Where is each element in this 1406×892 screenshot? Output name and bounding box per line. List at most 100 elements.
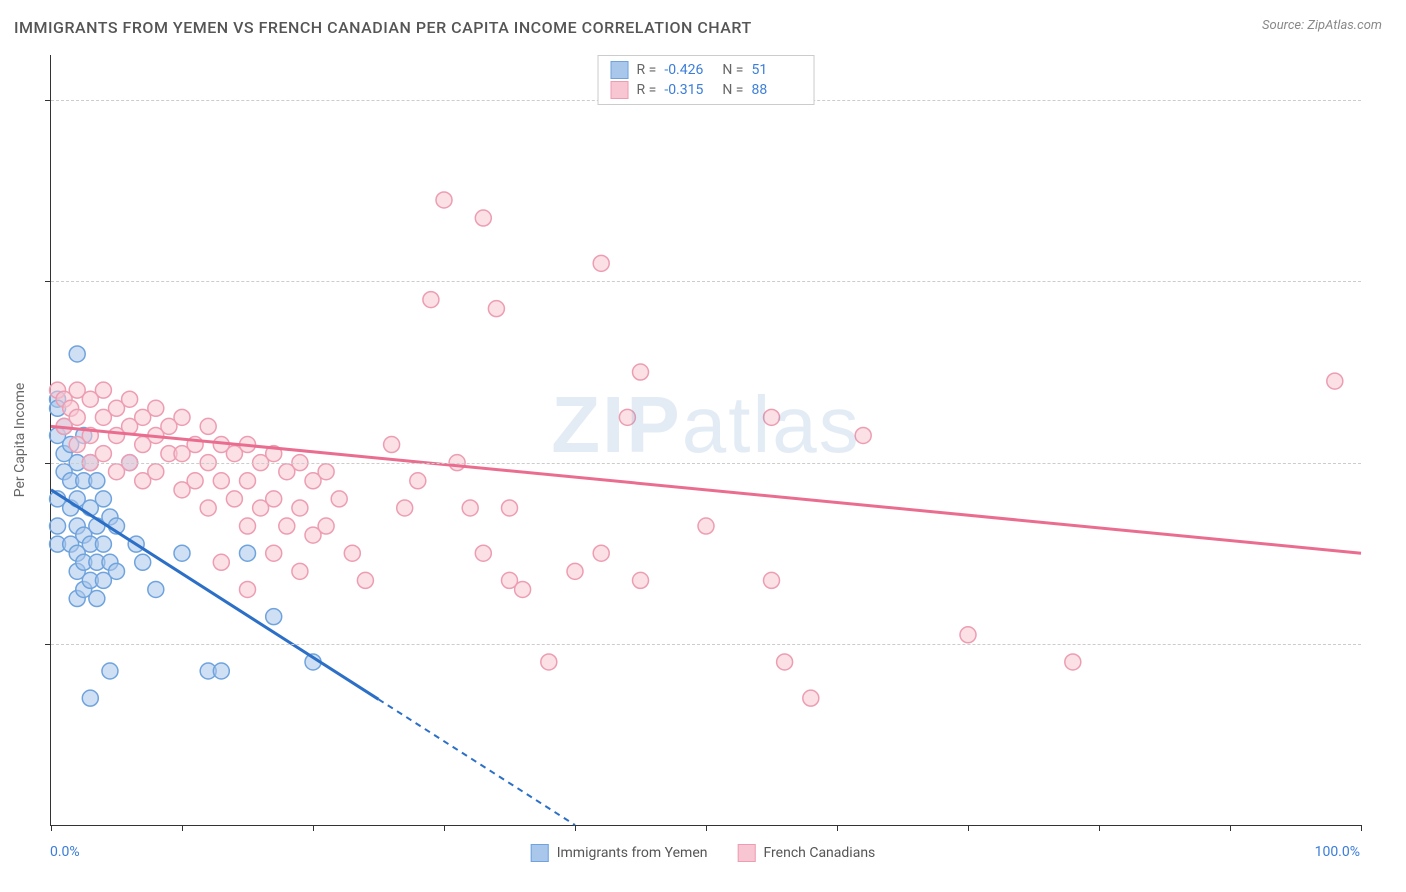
data-point: [960, 627, 976, 643]
data-point: [633, 364, 649, 380]
series-legend: Immigrants from Yemen French Canadians: [531, 844, 876, 862]
data-point: [344, 545, 360, 561]
data-point: [475, 545, 491, 561]
x-axis-min-label: 0.0%: [50, 844, 80, 860]
data-point: [95, 446, 111, 462]
data-point: [109, 563, 125, 579]
stats-legend-row: R = -0.426 N = 51: [611, 60, 802, 80]
legend-item: Immigrants from Yemen: [531, 844, 708, 862]
x-tick-mark: [1099, 825, 1100, 831]
data-point: [410, 473, 426, 489]
data-point: [777, 654, 793, 670]
data-point: [619, 409, 635, 425]
x-tick-mark: [51, 825, 52, 831]
x-tick-mark: [837, 825, 838, 831]
x-tick-mark: [182, 825, 183, 831]
data-point: [357, 572, 373, 588]
y-axis-label-container: Per Capita Income: [10, 55, 30, 825]
data-point: [200, 418, 216, 434]
data-point: [698, 518, 714, 534]
n-value: 88: [751, 82, 801, 98]
data-point: [764, 409, 780, 425]
data-point: [541, 654, 557, 670]
source-label: Source: ZipAtlas.com: [1262, 18, 1382, 33]
data-point: [213, 663, 229, 679]
data-point: [279, 518, 295, 534]
data-point: [488, 301, 504, 317]
y-tick-mark: [45, 644, 51, 645]
r-label: R =: [637, 62, 657, 78]
y-axis-label: Per Capita Income: [12, 383, 28, 498]
data-point: [475, 210, 491, 226]
data-point: [226, 491, 242, 507]
x-tick-mark: [706, 825, 707, 831]
data-point: [633, 572, 649, 588]
data-point: [89, 473, 105, 489]
data-point: [135, 554, 151, 570]
data-point: [148, 581, 164, 597]
data-point: [423, 292, 439, 308]
data-point: [174, 545, 190, 561]
r-value: -0.426: [664, 62, 714, 78]
data-point: [122, 391, 138, 407]
data-point: [502, 500, 518, 516]
data-point: [240, 545, 256, 561]
x-tick-mark: [968, 825, 969, 831]
n-label: N =: [722, 82, 743, 98]
data-point: [240, 473, 256, 489]
x-axis-max-label: 100.0%: [1315, 844, 1360, 860]
data-point: [318, 518, 334, 534]
data-point: [82, 690, 98, 706]
data-point: [803, 690, 819, 706]
data-point: [213, 554, 229, 570]
data-point: [462, 500, 478, 516]
data-point: [764, 572, 780, 588]
data-point: [331, 491, 347, 507]
gridline: [51, 281, 1361, 282]
data-point: [187, 473, 203, 489]
data-point: [89, 591, 105, 607]
data-point: [266, 545, 282, 561]
n-value: 51: [751, 62, 801, 78]
chart-container: IMMIGRANTS FROM YEMEN VS FRENCH CANADIAN…: [0, 0, 1406, 892]
x-tick-mark: [313, 825, 314, 831]
data-point: [148, 400, 164, 416]
data-point: [1065, 654, 1081, 670]
data-point: [593, 545, 609, 561]
data-point: [240, 581, 256, 597]
y-tick-mark: [45, 100, 51, 101]
data-point: [397, 500, 413, 516]
data-point: [95, 536, 111, 552]
data-point: [148, 464, 164, 480]
n-label: N =: [722, 62, 743, 78]
data-point: [69, 409, 85, 425]
r-label: R =: [637, 82, 657, 98]
data-point: [292, 563, 308, 579]
data-point: [266, 609, 282, 625]
chart-title: IMMIGRANTS FROM YEMEN VS FRENCH CANADIAN…: [14, 18, 752, 37]
x-tick-mark: [1361, 825, 1362, 831]
data-point: [855, 427, 871, 443]
legend-swatch: [737, 844, 755, 862]
plot-svg: [51, 55, 1361, 825]
plot-area: ZIPatlas R =-0.426N =51R =-0.315N =88 $2…: [50, 55, 1361, 826]
data-point: [102, 663, 118, 679]
data-point: [515, 581, 531, 597]
data-point: [95, 382, 111, 398]
stats-legend-row: R = -0.315 N = 88: [611, 80, 802, 100]
data-point: [567, 563, 583, 579]
data-point: [593, 255, 609, 271]
x-tick-mark: [444, 825, 445, 831]
data-point: [200, 500, 216, 516]
data-point: [240, 518, 256, 534]
data-point: [213, 473, 229, 489]
y-tick-mark: [45, 281, 51, 282]
data-point: [292, 500, 308, 516]
data-point: [436, 192, 452, 208]
legend-item: French Canadians: [737, 844, 875, 862]
y-tick-mark: [45, 463, 51, 464]
data-point: [95, 491, 111, 507]
r-value: -0.315: [664, 82, 714, 98]
x-tick-mark: [1230, 825, 1231, 831]
stats-legend: R = -0.426 N = 51 R = -0.315 N = 88: [598, 55, 815, 105]
